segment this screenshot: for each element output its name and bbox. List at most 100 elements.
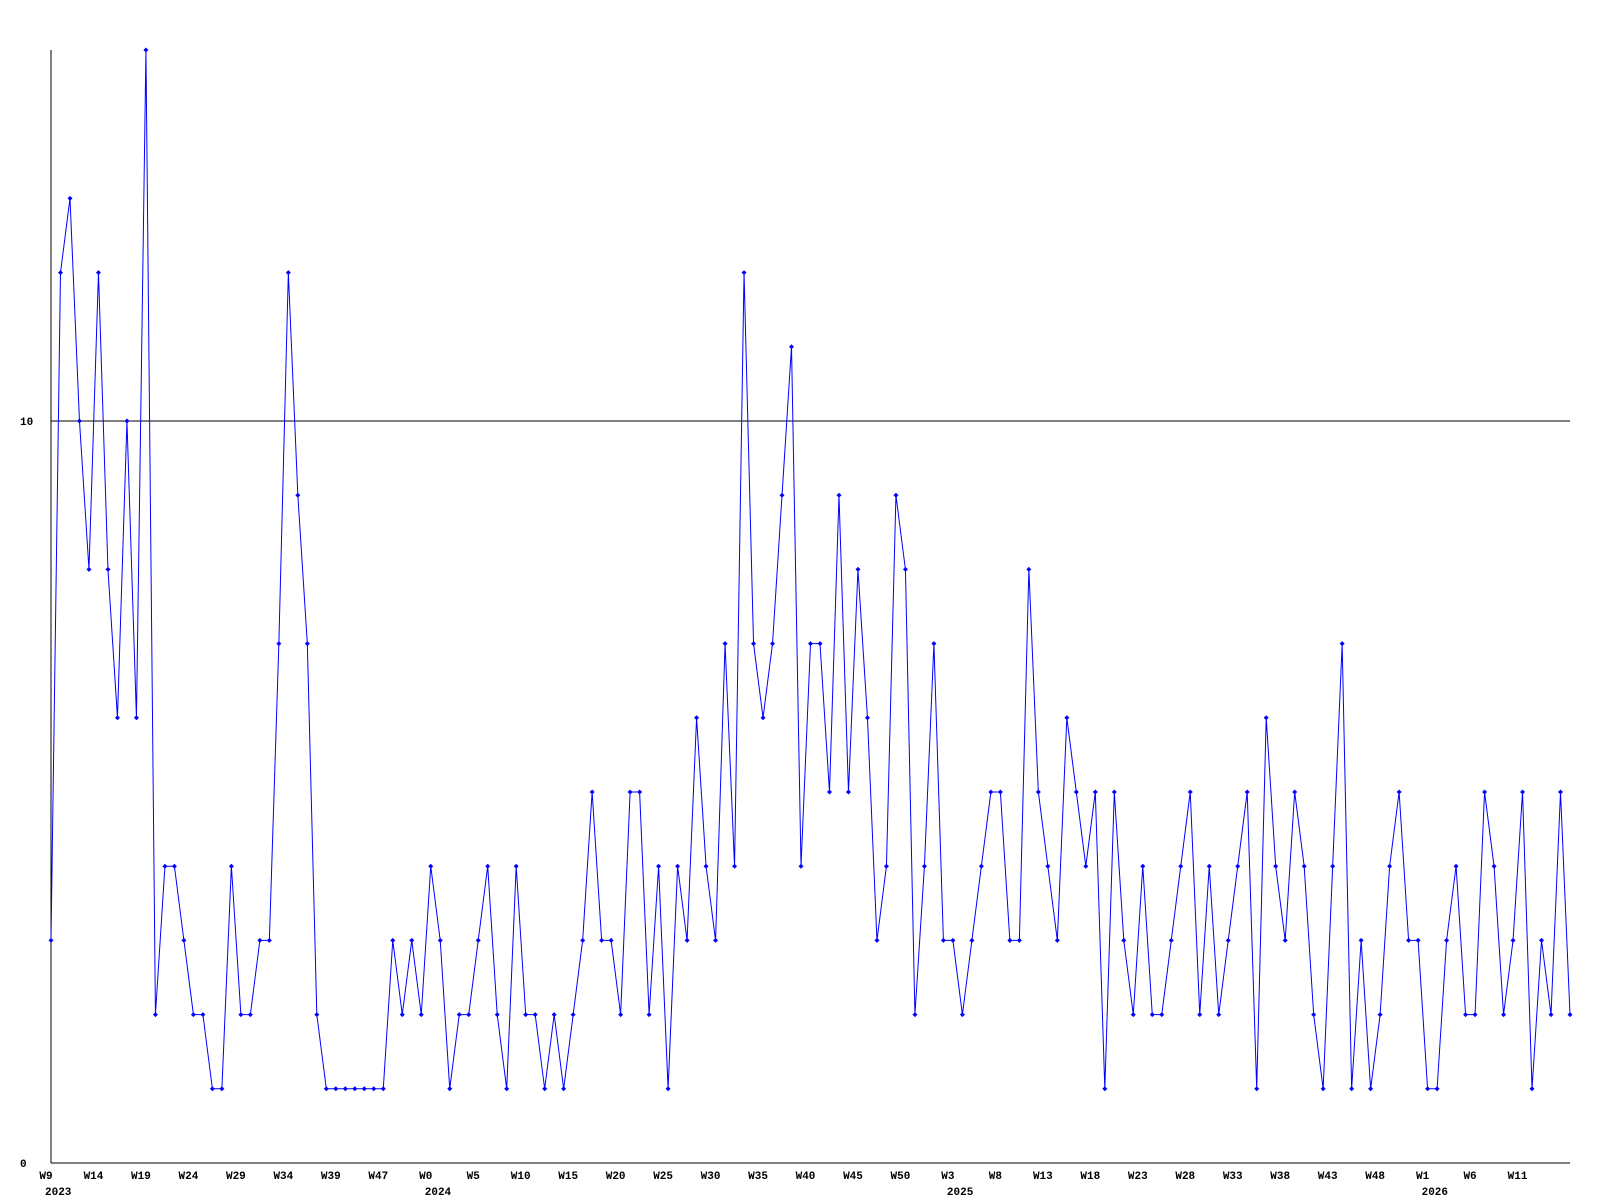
point xyxy=(969,937,975,943)
point xyxy=(1168,937,1174,943)
point xyxy=(228,863,234,869)
point xyxy=(181,937,187,943)
point xyxy=(447,1086,453,1092)
point xyxy=(1206,863,1212,869)
point xyxy=(770,641,776,647)
point xyxy=(371,1086,377,1092)
point xyxy=(1387,863,1393,869)
point xyxy=(703,863,709,869)
point xyxy=(1083,863,1089,869)
point xyxy=(114,715,120,721)
point xyxy=(1520,789,1526,795)
point xyxy=(1529,1086,1535,1092)
point xyxy=(162,863,168,869)
point xyxy=(1111,789,1117,795)
point xyxy=(285,270,291,276)
point xyxy=(105,566,111,572)
point xyxy=(608,937,614,943)
point xyxy=(295,492,301,498)
point xyxy=(931,641,937,647)
x-tick-label: W25 xyxy=(653,1171,673,1183)
x-tick-label: W15 xyxy=(558,1171,578,1183)
point xyxy=(1510,937,1516,943)
x-tick-label: W14 xyxy=(84,1171,104,1183)
x-tick-label: W24 xyxy=(179,1171,199,1183)
point xyxy=(1482,789,1488,795)
x-year-label: 2024 xyxy=(425,1187,452,1199)
x-tick-label: W39 xyxy=(321,1171,341,1183)
point xyxy=(1368,1086,1374,1092)
point xyxy=(323,1086,329,1092)
point xyxy=(826,789,832,795)
point xyxy=(67,195,73,201)
point xyxy=(124,418,130,424)
point xyxy=(1064,715,1070,721)
point xyxy=(1558,789,1564,795)
line xyxy=(50,49,1571,1090)
point xyxy=(950,937,956,943)
point xyxy=(1254,1086,1260,1092)
point xyxy=(143,47,149,53)
point xyxy=(798,863,804,869)
point xyxy=(1501,1012,1507,1018)
x-tick-label: W10 xyxy=(511,1171,531,1183)
point xyxy=(532,1012,538,1018)
point xyxy=(1539,937,1545,943)
point xyxy=(1130,1012,1136,1018)
point xyxy=(219,1086,225,1092)
point xyxy=(713,937,719,943)
x-tick-label: W9 xyxy=(39,1171,52,1183)
point xyxy=(504,1086,510,1092)
y-tick-label: 0 xyxy=(20,1159,27,1171)
x-year-label: 2023 xyxy=(45,1187,72,1199)
point xyxy=(722,641,728,647)
point xyxy=(304,641,310,647)
point xyxy=(333,1086,339,1092)
point xyxy=(200,1012,206,1018)
point xyxy=(1349,1086,1355,1092)
point xyxy=(1007,937,1013,943)
point xyxy=(399,1012,405,1018)
point xyxy=(352,1086,358,1092)
point xyxy=(1425,1086,1431,1092)
point xyxy=(76,418,82,424)
point xyxy=(1197,1012,1203,1018)
x-tick-label: W34 xyxy=(273,1171,293,1183)
point xyxy=(1358,937,1364,943)
point xyxy=(1263,715,1269,721)
point xyxy=(475,937,481,943)
point xyxy=(247,1012,253,1018)
point xyxy=(361,1086,367,1092)
point xyxy=(1396,789,1402,795)
point xyxy=(409,937,415,943)
point xyxy=(845,789,851,795)
point xyxy=(627,789,633,795)
x-tick-label: W30 xyxy=(701,1171,721,1183)
x-tick-label: W20 xyxy=(606,1171,626,1183)
point xyxy=(1282,937,1288,943)
point xyxy=(152,1012,158,1018)
point xyxy=(1301,863,1307,869)
point xyxy=(551,1012,557,1018)
point xyxy=(57,270,63,276)
point xyxy=(1292,789,1298,795)
point xyxy=(1178,863,1184,869)
point xyxy=(618,1012,624,1018)
point xyxy=(808,641,813,647)
point xyxy=(1121,937,1127,943)
point xyxy=(817,641,823,647)
point xyxy=(855,566,861,572)
point xyxy=(580,937,586,943)
point xyxy=(1311,1012,1317,1018)
point xyxy=(1045,863,1051,869)
x-tick-label: W43 xyxy=(1318,1171,1338,1183)
point xyxy=(1216,1012,1222,1018)
point xyxy=(997,789,1003,795)
x-tick-label: W45 xyxy=(843,1171,863,1183)
point xyxy=(380,1086,386,1092)
x-tick-label: W50 xyxy=(891,1171,911,1183)
point xyxy=(684,937,690,943)
point xyxy=(542,1086,548,1092)
point xyxy=(1225,937,1231,943)
